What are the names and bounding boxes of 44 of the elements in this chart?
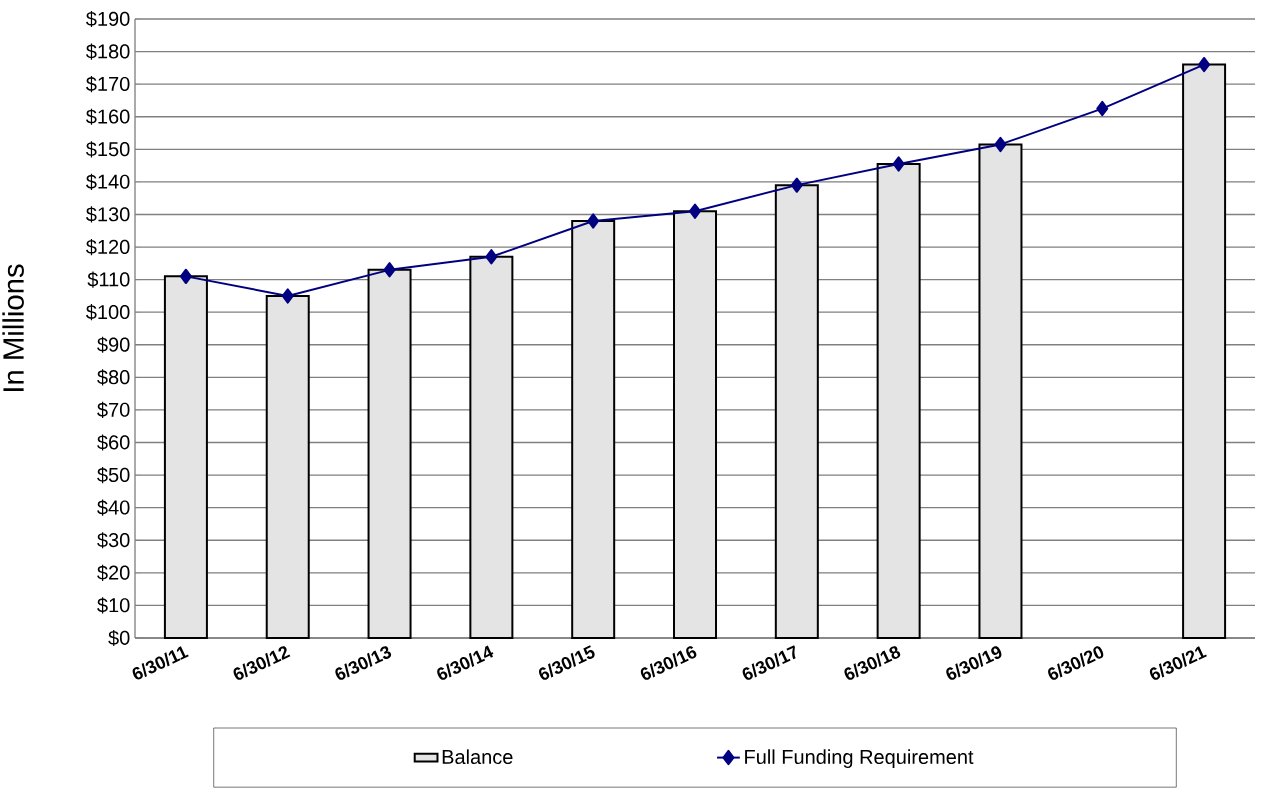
y-tick-label: $100 [86, 304, 130, 321]
legend-label: Full Funding Requirement [745, 749, 974, 768]
y-tick-label: $40 [97, 499, 130, 516]
point [281, 288, 294, 304]
point [1096, 100, 1109, 117]
y-tick-label: $90 [97, 336, 130, 353]
y-tick-label: $190 [86, 10, 130, 28]
bar [469, 255, 514, 639]
point [485, 249, 498, 265]
point [689, 203, 702, 219]
y-tick-label: $60 [97, 434, 130, 451]
bar [978, 143, 1023, 639]
y-tick-label: $180 [86, 43, 130, 60]
bar [367, 268, 412, 639]
y-tick-label: $50 [97, 467, 130, 484]
point [994, 136, 1007, 153]
y-tick-label: $130 [86, 206, 130, 223]
y-tick-label: $160 [86, 108, 130, 125]
y-tick-label: $70 [97, 401, 130, 419]
bar [163, 275, 208, 639]
y-tick-label: $120 [86, 238, 130, 256]
bar [774, 184, 819, 639]
bar [571, 219, 616, 639]
legend-label: Balance [442, 749, 513, 765]
point [790, 177, 803, 193]
y-tick-label: $140 [86, 173, 130, 190]
y-tick-label: $110 [87, 271, 130, 288]
bar [265, 294, 310, 639]
point [179, 268, 192, 285]
y-tick-label: $10 [97, 597, 130, 614]
y-tick-label: $0 [108, 629, 130, 647]
bar [876, 162, 921, 639]
y-tick-label: $80 [97, 369, 130, 386]
bar [673, 210, 718, 639]
y-tick-label: $150 [86, 141, 130, 158]
y-axis-title: In Millions [2, 264, 24, 391]
y-tick-label: $170 [86, 76, 130, 93]
point [892, 156, 905, 172]
y-tick-label: $30 [97, 532, 130, 549]
y-tick-label: $20 [97, 564, 130, 581]
bar [1182, 63, 1227, 639]
point [1198, 56, 1211, 73]
point [587, 213, 600, 229]
point [383, 262, 396, 278]
